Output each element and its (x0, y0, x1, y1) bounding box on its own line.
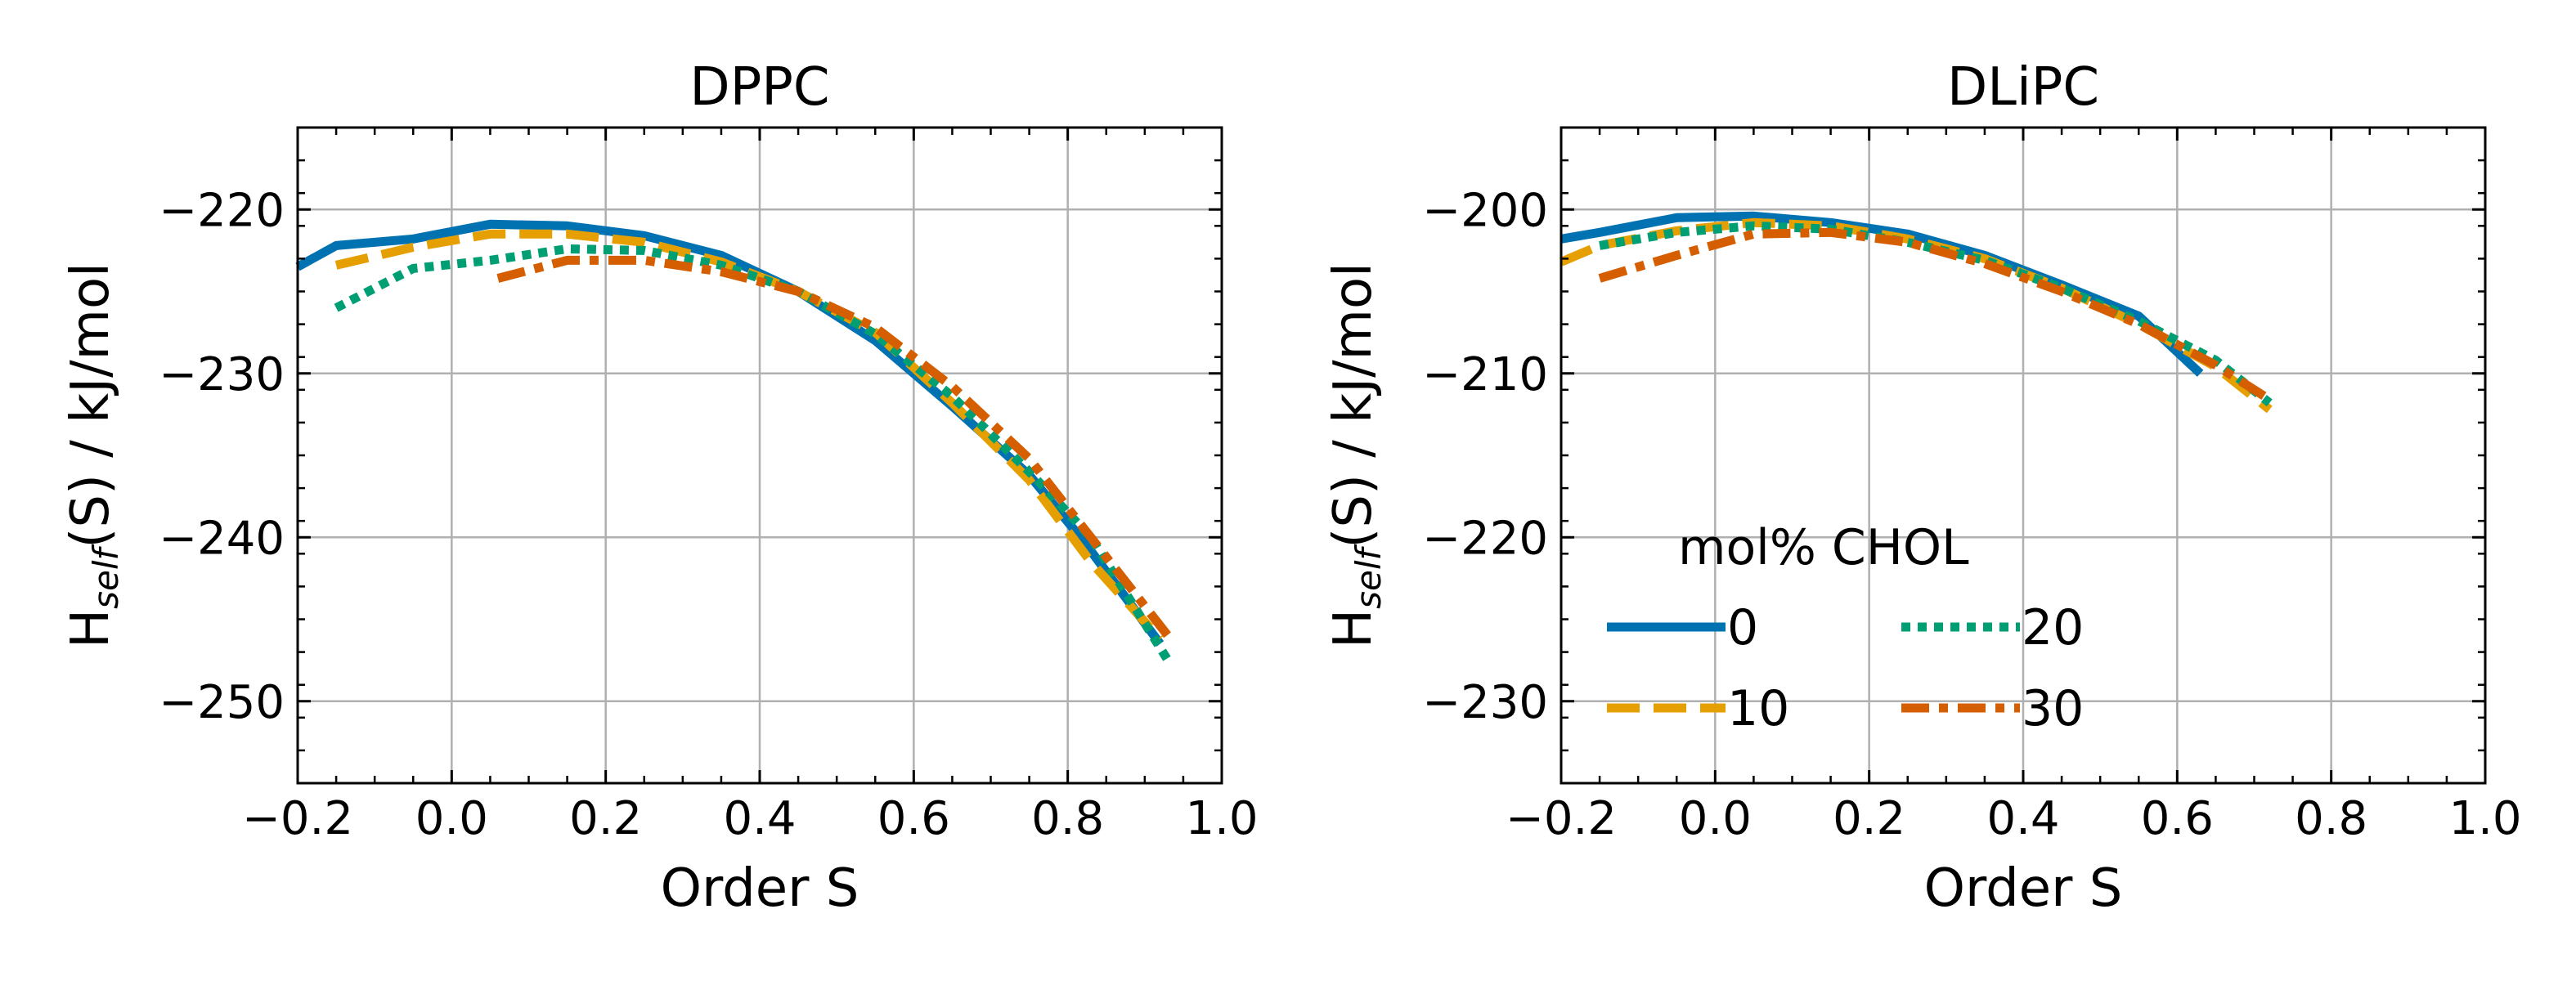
y-tick-label: −250 (159, 676, 285, 729)
y-tick-label: −230 (1422, 676, 1548, 729)
x-tick-label: 0.0 (415, 792, 488, 845)
legend-label-30: 30 (2022, 680, 2084, 737)
y-axis-label: Hself(S) / kJ/mol (61, 262, 126, 648)
x-tick-label: 0.8 (1031, 792, 1104, 845)
series-line-20 (334, 244, 1172, 663)
x-tick-label: 1.0 (2448, 792, 2521, 845)
plot-area-frame (1560, 126, 2487, 785)
series-line-30 (496, 255, 1172, 638)
legend: mol% CHOL 0 10 20 30 (1607, 519, 2084, 737)
x-tick-label: 0.2 (569, 792, 642, 845)
legend-label-20: 20 (2022, 599, 2084, 656)
y-axis-label: Hself(S) / kJ/mol (1323, 262, 1389, 648)
legend-label-10: 10 (1727, 680, 1789, 737)
panel-dppc: DPPC Order S Hself(S) / kJ/mol −0.2 0.0 0.… (61, 57, 1259, 919)
x-tick-label: 1.0 (1185, 792, 1258, 845)
x-tick-label: 0.6 (2141, 792, 2214, 845)
y-tick-label: −230 (159, 348, 285, 401)
series-line-30 (1598, 227, 2273, 404)
y-tick-label: −220 (159, 184, 285, 237)
chart-title: DPPC (689, 57, 829, 118)
x-tick-label: 0.0 (1679, 792, 1752, 845)
x-tick-label: −0.2 (1506, 792, 1617, 845)
x-tick-label: 0.6 (877, 792, 950, 845)
plot-area-frame (296, 126, 1223, 785)
x-tick-label: −0.2 (242, 792, 353, 845)
y-tick-label: −240 (159, 512, 285, 565)
x-axis-label: Order S (1924, 858, 2123, 919)
y-tick-label: −210 (1422, 348, 1548, 401)
y-tick-label: −220 (1422, 512, 1548, 565)
x-axis-label: Order S (661, 858, 859, 919)
legend-label-0: 0 (1727, 599, 1758, 656)
x-tick-label: 0.8 (2295, 792, 2367, 845)
x-tick-label: 0.4 (1986, 792, 2059, 845)
panel-dlipc: DLiPC Order S Hself(S) / kJ/mol −0.2 0.0 0… (1323, 57, 2522, 919)
y-tick-label: −200 (1422, 184, 1548, 237)
x-tick-label: 0.4 (723, 792, 796, 845)
chart-title: DLiPC (1947, 57, 2099, 118)
series-line-10 (334, 229, 1164, 643)
legend-title: mol% CHOL (1678, 519, 1969, 576)
x-tick-label: 0.2 (1833, 792, 1905, 845)
